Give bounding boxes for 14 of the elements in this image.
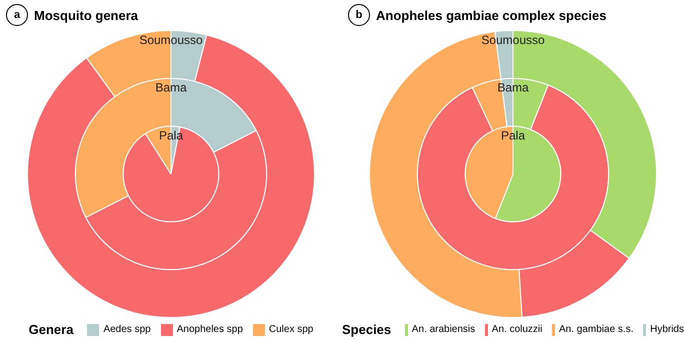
text: a: [6, 4, 28, 26]
legend-label: Culex spp: [268, 324, 314, 335]
legend-label: Hybrids: [650, 324, 684, 335]
legend-label: An. gambiae s.s.: [558, 324, 634, 335]
legend-label: Aedes spp: [103, 324, 151, 335]
text: b: [348, 4, 370, 26]
legend-label: An. coluzzii: [492, 324, 542, 335]
legend-label: Anopheles spp: [176, 324, 243, 335]
legend-title: Genera: [28, 322, 74, 337]
legend-label: An. arabiensis: [412, 324, 476, 335]
slice-label: Soumousso: [139, 32, 204, 47]
chart-title: Anopheles gambiae complex species: [376, 8, 606, 22]
legend-title: Species: [342, 322, 392, 337]
chart-title: Mosquito genera: [34, 8, 138, 22]
